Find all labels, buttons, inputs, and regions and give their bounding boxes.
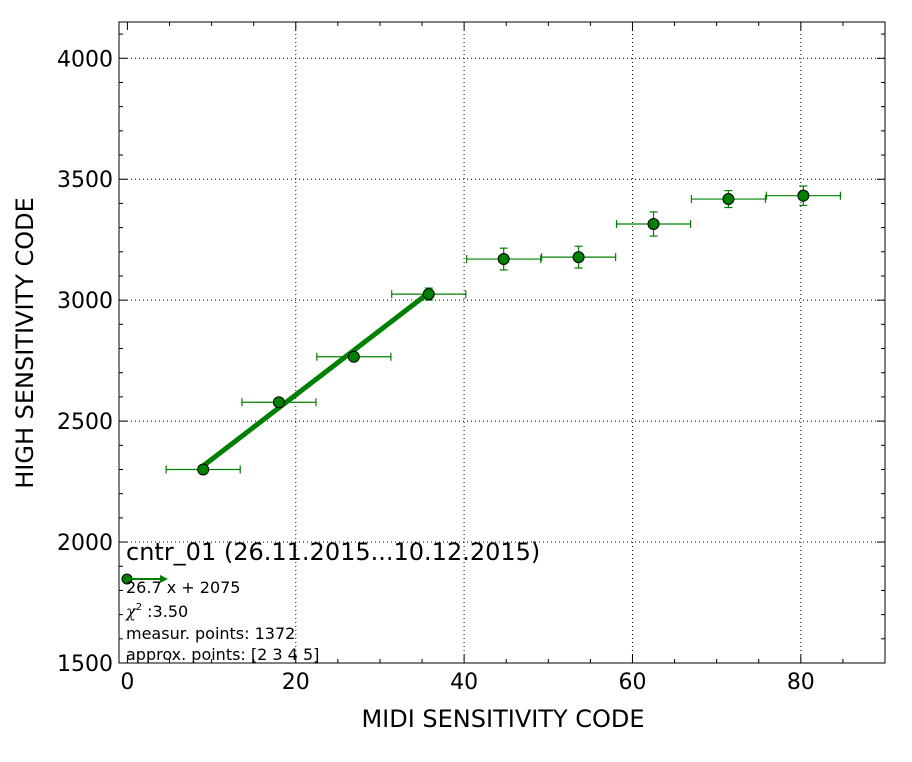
y-tick-label: 2000 [57, 531, 113, 556]
x-tick-label: 20 [282, 670, 310, 695]
x-tick-label: 0 [120, 670, 134, 695]
plot-frame [118, 21, 886, 664]
x-axis-label: MIDI SENSITIVITY CODE [361, 705, 644, 733]
y-tick-label: 3000 [57, 289, 113, 314]
data-marks [165, 185, 841, 476]
y-axis-label: HIGH SENSITIVITY CODE [11, 197, 39, 489]
data-point [497, 253, 510, 266]
measurement-points: measur. points: 1372 [126, 624, 295, 643]
fit-equation: 26.7 x + 2075 [126, 578, 240, 597]
data-point [197, 463, 210, 476]
y-tick-label: 1500 [57, 652, 113, 677]
x-tick-label: 60 [618, 670, 646, 695]
data-point [422, 288, 435, 301]
grid [119, 22, 885, 663]
data-point [797, 189, 810, 202]
x-tick-label: 40 [450, 670, 478, 695]
fit-line [201, 290, 431, 468]
y-tick-label: 2500 [57, 410, 113, 435]
legend-annotation: cntr_01 (26.11.2015...10.12.2015) 26.7 x… [121, 538, 540, 664]
y-tick-label: 4000 [57, 47, 113, 72]
legend-arrow-head [160, 575, 168, 583]
data-point [722, 193, 735, 206]
chart-title: cntr_01 (26.11.2015...10.12.2015) [126, 538, 540, 566]
y-tick-label: 3500 [57, 168, 113, 193]
chi-power: 2 [136, 602, 142, 613]
x-tick-label: 80 [787, 670, 815, 695]
approximation-points: approx. points: [2 3 4 5] [126, 645, 319, 664]
chi-square-value: :3.50 [142, 602, 188, 621]
chi-square-label: χ2 :3.50 [125, 602, 188, 621]
ticks [119, 22, 885, 664]
data-point [347, 350, 360, 363]
data-point [572, 251, 585, 264]
data-point [647, 217, 660, 230]
tick-labels: 0 20 40 60 80 1500 2000 2500 3000 3500 4000 [57, 47, 815, 695]
chi-symbol: χ [125, 602, 137, 621]
data-point [272, 396, 285, 409]
